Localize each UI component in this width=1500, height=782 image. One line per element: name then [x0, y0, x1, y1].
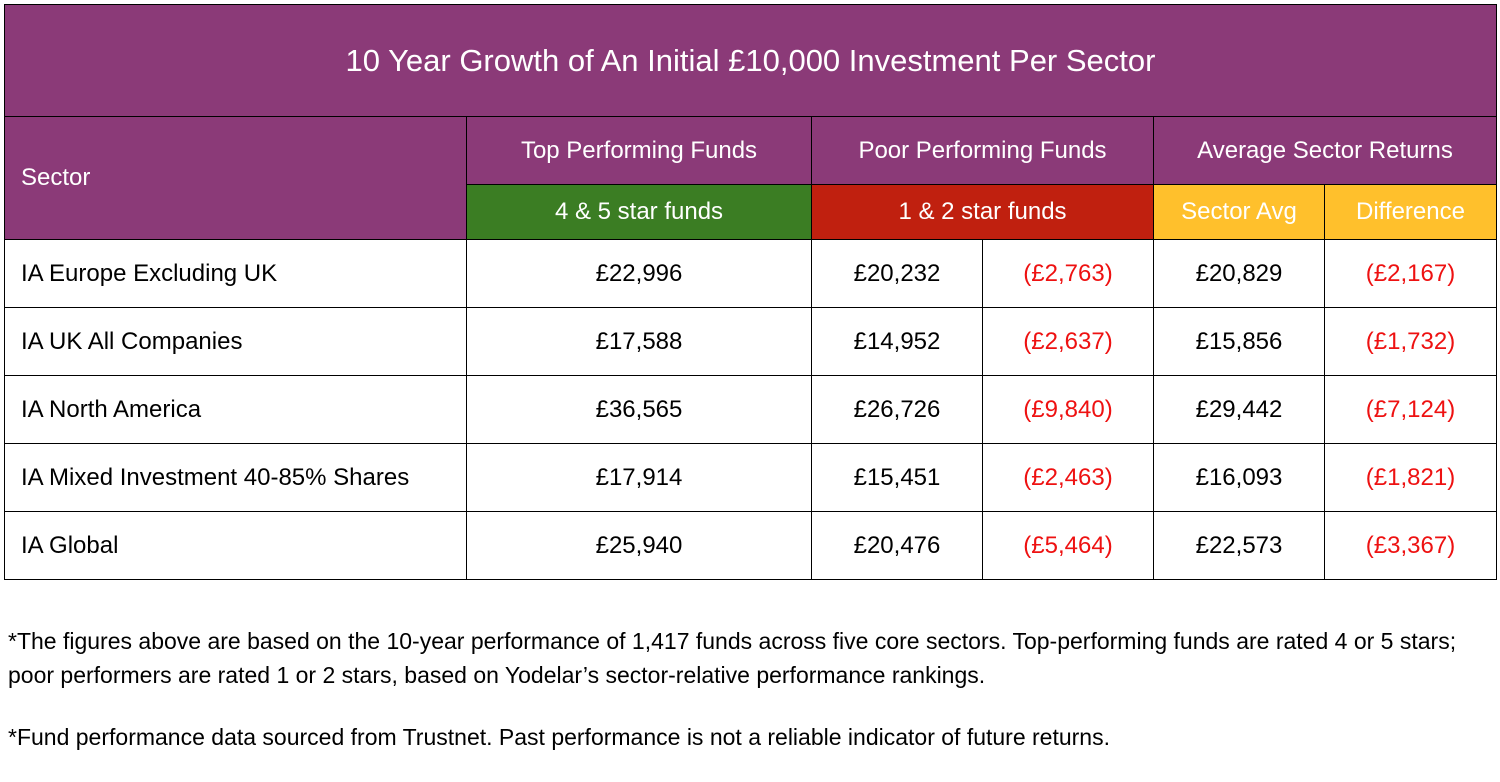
avg-value: £16,093 — [1153, 443, 1325, 512]
avg-value: £15,856 — [1153, 307, 1325, 376]
sector-name: IA Europe Excluding UK — [4, 239, 467, 308]
sector-growth-table: 10 Year Growth of An Initial £10,000 Inv… — [4, 4, 1497, 580]
top-performing-header: Top Performing Funds — [466, 116, 812, 185]
table-row: IA Europe Excluding UK £22,996 £20,232 (… — [4, 239, 1497, 308]
avg-difference: (£2,167) — [1324, 239, 1497, 308]
top-value: £36,565 — [466, 375, 812, 444]
top-value: £17,588 — [466, 307, 812, 376]
sector-name: IA North America — [4, 375, 467, 444]
avg-difference: (£1,732) — [1324, 307, 1497, 376]
top-value: £22,996 — [466, 239, 812, 308]
poor-difference: (£2,463) — [982, 443, 1154, 512]
avg-difference: (£7,124) — [1324, 375, 1497, 444]
performance-table-container: 10 Year Growth of An Initial £10,000 Inv… — [4, 4, 1497, 580]
poor-difference: (£2,637) — [982, 307, 1154, 376]
poor-value: £20,476 — [811, 511, 983, 580]
methodology-note: *The figures above are based on the 10-y… — [8, 628, 1457, 688]
poor-value: £20,232 — [811, 239, 983, 308]
poor-subheader: 1 & 2 star funds — [811, 184, 1154, 240]
poor-value: £15,451 — [811, 443, 983, 512]
average-sector-header: Average Sector Returns — [1153, 116, 1497, 185]
table-row: IA Global £25,940 £20,476 (£5,464) £22,5… — [4, 511, 1497, 580]
table-row: IA UK All Companies £17,588 £14,952 (£2,… — [4, 307, 1497, 376]
poor-value: £14,952 — [811, 307, 983, 376]
avg-value: £20,829 — [1153, 239, 1325, 308]
poor-value: £26,726 — [811, 375, 983, 444]
table-title: 10 Year Growth of An Initial £10,000 Inv… — [4, 4, 1497, 117]
top-value: £17,914 — [466, 443, 812, 512]
sector-name: IA Global — [4, 511, 467, 580]
sector-name: IA Mixed Investment 40-85% Shares — [4, 443, 467, 512]
poor-performing-header: Poor Performing Funds — [811, 116, 1154, 185]
poor-difference: (£9,840) — [982, 375, 1154, 444]
avg-difference: (£3,367) — [1324, 511, 1497, 580]
top-subheader: 4 & 5 star funds — [466, 184, 812, 240]
table-row: IA Mixed Investment 40-85% Shares £17,91… — [4, 443, 1497, 512]
sector-column-header: Sector — [4, 116, 467, 240]
sector-name: IA UK All Companies — [4, 307, 467, 376]
poor-difference: (£5,464) — [982, 511, 1154, 580]
avg-value: £29,442 — [1153, 375, 1325, 444]
difference-subheader: Difference — [1324, 184, 1497, 240]
table-row: IA North America £36,565 £26,726 (£9,840… — [4, 375, 1497, 444]
sector-avg-subheader: Sector Avg — [1153, 184, 1325, 240]
top-value: £25,940 — [466, 511, 812, 580]
source-note: *Fund performance data sourced from Trus… — [8, 724, 1110, 750]
avg-difference: (£1,821) — [1324, 443, 1497, 512]
footnotes: *The figures above are based on the 10-y… — [8, 624, 1492, 782]
poor-difference: (£2,763) — [982, 239, 1154, 308]
avg-value: £22,573 — [1153, 511, 1325, 580]
